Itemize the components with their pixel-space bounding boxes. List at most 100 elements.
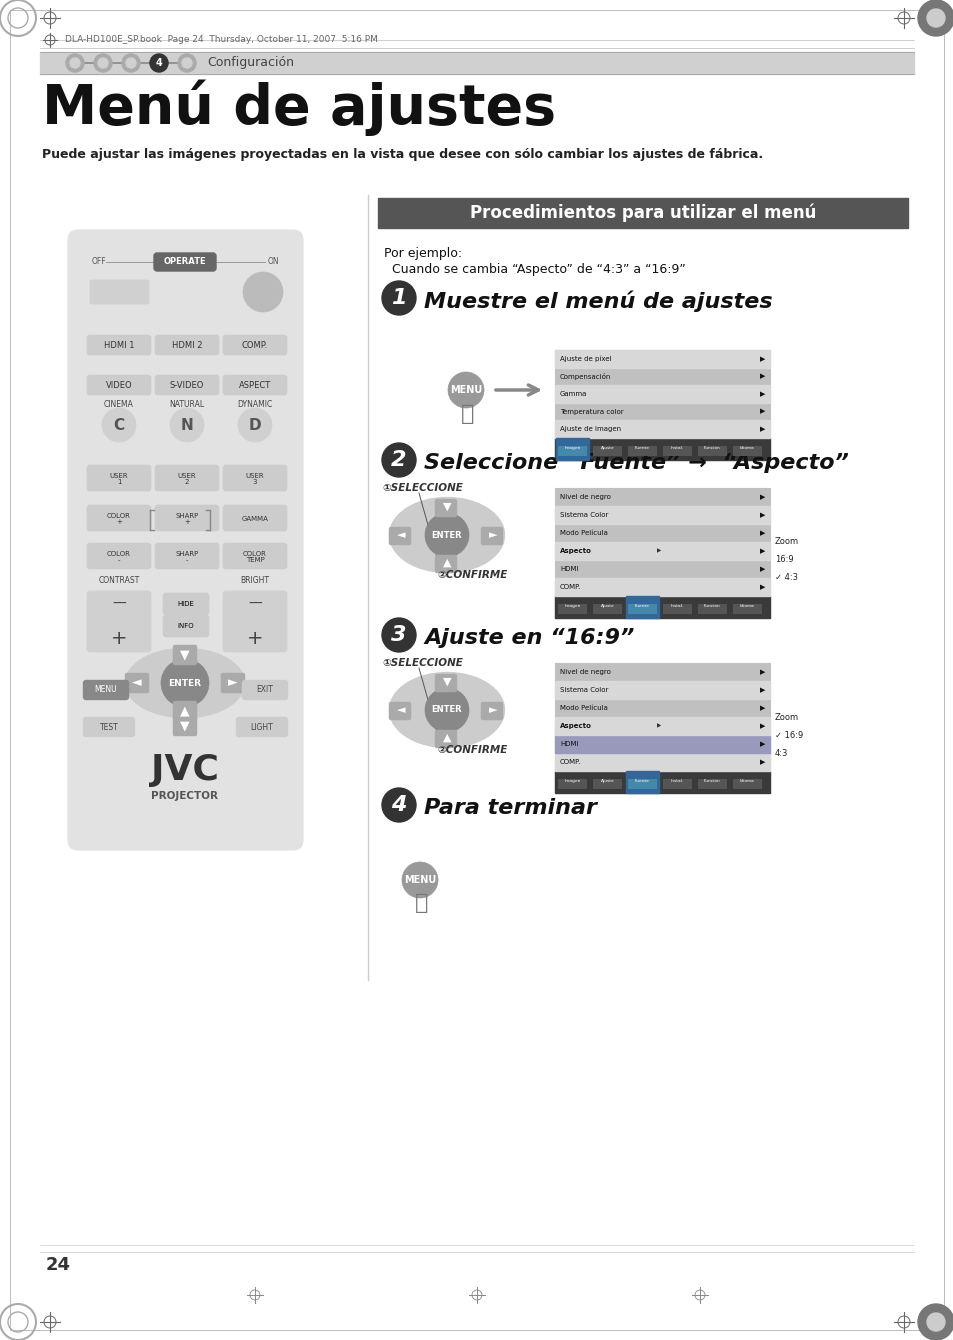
Text: ▼: ▼: [442, 502, 451, 512]
Text: D: D: [249, 418, 261, 433]
FancyBboxPatch shape: [163, 615, 209, 636]
Text: Fuente: Fuente: [635, 446, 649, 450]
Text: USER
2: USER 2: [177, 473, 196, 485]
Text: ◄: ◄: [132, 677, 142, 690]
Bar: [662, 779, 691, 789]
Text: Puede ajustar las imágenes proyectadas en la vista que desee con sólo cambiar lo: Puede ajustar las imágenes proyectadas e…: [42, 147, 762, 161]
Text: GAMMA: GAMMA: [241, 516, 268, 523]
Circle shape: [182, 58, 192, 68]
Text: USER
1: USER 1: [110, 473, 128, 485]
Circle shape: [917, 1304, 953, 1340]
Text: Aspecto: Aspecto: [559, 548, 591, 553]
Text: ▶: ▶: [657, 724, 660, 729]
Ellipse shape: [381, 281, 416, 315]
FancyBboxPatch shape: [242, 679, 288, 699]
FancyBboxPatch shape: [153, 253, 215, 271]
Text: ▶: ▶: [759, 409, 764, 414]
FancyBboxPatch shape: [172, 701, 196, 721]
Text: PROJECTOR: PROJECTOR: [152, 791, 218, 801]
Circle shape: [237, 407, 272, 442]
Text: 4: 4: [391, 795, 406, 815]
Bar: [555, 770, 769, 793]
Text: +: +: [247, 630, 263, 649]
Bar: [593, 604, 621, 614]
FancyBboxPatch shape: [87, 465, 151, 490]
Text: HIDE: HIDE: [177, 602, 194, 607]
Text: ENTER: ENTER: [432, 705, 462, 714]
FancyBboxPatch shape: [87, 335, 151, 355]
Text: Modo Película: Modo Película: [559, 705, 607, 712]
Text: ▶: ▶: [759, 565, 764, 572]
Text: ①SELECCIONE: ①SELECCIONE: [381, 482, 462, 493]
Text: COLOR
-: COLOR -: [107, 551, 131, 564]
Text: Seleccione “Fuente” →  “Aspecto”: Seleccione “Fuente” → “Aspecto”: [423, 453, 848, 473]
Text: HDMI 2: HDMI 2: [172, 342, 202, 351]
Bar: [555, 578, 769, 596]
Text: ①SELECCIONE: ①SELECCIONE: [381, 658, 462, 669]
Bar: [555, 717, 769, 736]
FancyBboxPatch shape: [435, 674, 456, 691]
Bar: [698, 446, 726, 456]
Circle shape: [917, 0, 953, 36]
Text: 3: 3: [391, 624, 406, 645]
Circle shape: [170, 407, 204, 442]
Ellipse shape: [125, 649, 245, 718]
FancyBboxPatch shape: [163, 594, 209, 615]
Bar: [555, 507, 769, 524]
Text: ②CONFIRME: ②CONFIRME: [436, 570, 507, 580]
FancyBboxPatch shape: [223, 591, 287, 653]
Text: Función: Función: [703, 446, 720, 450]
Text: Muestre el menú de ajustes: Muestre el menú de ajustes: [423, 291, 772, 312]
FancyBboxPatch shape: [68, 230, 303, 850]
Bar: [625, 596, 659, 618]
Text: Instal.: Instal.: [670, 446, 683, 450]
FancyBboxPatch shape: [223, 543, 287, 570]
FancyBboxPatch shape: [154, 505, 219, 531]
Text: Ajuste de imagen: Ajuste de imagen: [559, 426, 620, 433]
Text: 4: 4: [155, 58, 162, 68]
Bar: [627, 604, 657, 614]
Text: Ajuste: Ajuste: [600, 446, 614, 450]
FancyBboxPatch shape: [154, 375, 219, 395]
FancyBboxPatch shape: [125, 673, 149, 693]
Circle shape: [70, 58, 80, 68]
Text: ▼: ▼: [180, 649, 190, 662]
Bar: [555, 385, 769, 403]
Circle shape: [424, 687, 469, 732]
Text: Gamma: Gamma: [559, 391, 587, 397]
Text: ▶: ▶: [759, 391, 764, 397]
Circle shape: [243, 272, 283, 312]
Circle shape: [122, 54, 140, 72]
Ellipse shape: [389, 497, 504, 572]
Circle shape: [94, 54, 112, 72]
FancyBboxPatch shape: [223, 505, 287, 531]
Circle shape: [102, 407, 136, 442]
Text: Zoom: Zoom: [774, 713, 799, 721]
Text: ▶: ▶: [759, 758, 764, 765]
Bar: [555, 438, 769, 460]
Text: Función: Función: [703, 604, 720, 608]
Text: INFO: INFO: [177, 623, 194, 628]
Bar: [732, 446, 761, 456]
Bar: [555, 663, 769, 793]
Text: Sistema Color: Sistema Color: [559, 512, 608, 519]
Text: 2: 2: [391, 450, 406, 470]
FancyBboxPatch shape: [435, 555, 456, 574]
Text: ◄: ◄: [396, 531, 405, 540]
Text: OPERATE: OPERATE: [164, 257, 206, 267]
Text: MENU: MENU: [403, 875, 436, 884]
Text: ▶: ▶: [759, 741, 764, 746]
Bar: [558, 446, 586, 456]
Bar: [556, 438, 588, 460]
Text: ▶: ▶: [759, 584, 764, 590]
Text: MENU: MENU: [94, 686, 117, 694]
Text: Procedimientos para utilizar el menú: Procedimientos para utilizar el menú: [469, 204, 816, 222]
Bar: [555, 596, 769, 618]
Ellipse shape: [389, 673, 504, 748]
Bar: [558, 779, 586, 789]
FancyBboxPatch shape: [83, 717, 135, 737]
Text: ▶: ▶: [759, 724, 764, 729]
Text: ▶: ▶: [759, 669, 764, 675]
Circle shape: [161, 659, 209, 708]
Text: ASPECT: ASPECT: [238, 382, 271, 390]
